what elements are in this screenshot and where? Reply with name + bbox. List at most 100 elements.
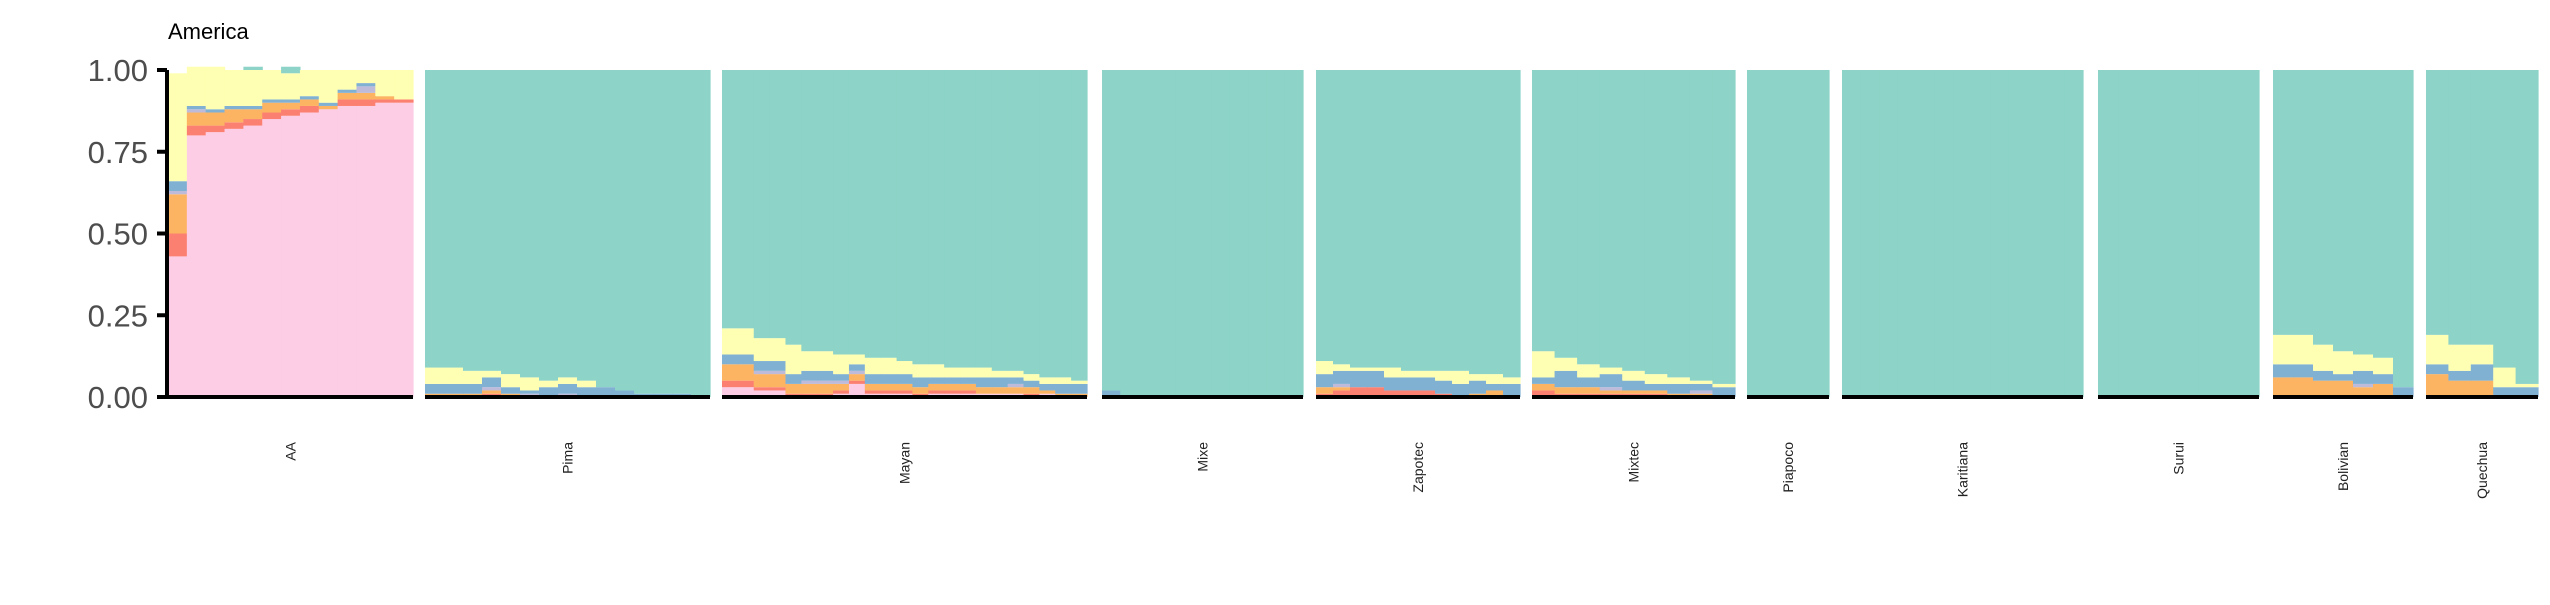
bar-segment xyxy=(1316,387,1334,394)
bar-segment xyxy=(896,390,914,394)
bar-segment xyxy=(1577,364,1601,378)
bar-segment xyxy=(205,132,226,397)
bar-segment xyxy=(960,367,977,378)
bar-segment xyxy=(337,99,358,106)
bar-segment xyxy=(539,70,559,381)
bar-segment xyxy=(262,119,282,398)
bar-segment xyxy=(558,377,578,384)
bar-segment xyxy=(1916,70,1936,397)
bar-segment xyxy=(2470,364,2494,381)
bar-segment xyxy=(848,374,866,381)
bar-segment xyxy=(2426,374,2449,397)
bar-segment xyxy=(1486,374,1504,384)
bar-segment xyxy=(1667,377,1691,384)
bar-segment xyxy=(186,135,207,397)
bar-segment xyxy=(2353,354,2374,371)
bar-segment xyxy=(375,99,395,103)
bar-segment xyxy=(2118,70,2139,397)
bar-segment xyxy=(2138,70,2159,397)
bar-segment xyxy=(1577,387,1601,394)
bar-segment xyxy=(817,380,834,384)
bar-segment xyxy=(168,256,188,397)
bar-segment xyxy=(1102,70,1121,391)
bar-segment xyxy=(2333,351,2354,375)
bar-segment xyxy=(991,387,1009,394)
bar-segment xyxy=(1055,70,1072,378)
bar-segment xyxy=(912,364,929,378)
bar-segment xyxy=(769,70,787,339)
panel-karitiana: Karitiana xyxy=(1842,70,2084,497)
bar-segment xyxy=(1554,387,1578,394)
bar-segment xyxy=(944,377,961,384)
bar-segment xyxy=(262,99,282,103)
panels: AA Pima Mayan Mixe Zapotec Mixtec Piapoco Karit… xyxy=(168,66,2539,499)
bar-segment xyxy=(299,112,320,397)
bar-segment xyxy=(1599,390,1623,394)
bar-segment xyxy=(2027,70,2047,397)
bar-segment xyxy=(444,367,464,384)
bar-segment xyxy=(2293,70,2314,335)
bar-segment xyxy=(722,70,739,329)
bar-segment xyxy=(1023,70,1040,375)
bar-segment xyxy=(224,109,244,123)
bar-segment xyxy=(205,112,226,126)
bar-segment xyxy=(1418,390,1436,397)
bar-segment xyxy=(1554,70,1578,358)
bar-segment xyxy=(1953,70,1973,397)
bar-segment xyxy=(1599,374,1623,388)
bar-segment xyxy=(2448,370,2472,381)
bar-segment xyxy=(833,383,850,391)
bar-segment xyxy=(205,109,226,113)
bar-segment xyxy=(753,361,771,371)
bar-segment xyxy=(1435,70,1453,371)
bar-segment xyxy=(186,125,207,136)
bar-segment xyxy=(482,387,502,391)
bar-segment xyxy=(912,377,929,388)
bar-segment xyxy=(1284,70,1304,397)
group-label-piapoco: Piapoco xyxy=(1780,442,1796,493)
bar-segment xyxy=(2178,70,2200,397)
bar-segment xyxy=(281,115,301,397)
bar-segment xyxy=(205,125,226,133)
bar-segment xyxy=(1007,383,1025,388)
bar-segment xyxy=(1503,70,1521,378)
bar-segment xyxy=(1211,70,1231,397)
bar-segment xyxy=(753,374,771,388)
bar-segment xyxy=(356,92,376,100)
bar-segment xyxy=(2470,380,2494,397)
bar-segment xyxy=(1879,70,1899,397)
bar-segment xyxy=(801,380,818,384)
bar-segment xyxy=(1055,383,1072,394)
bar-segment xyxy=(615,390,635,397)
bar-segment xyxy=(375,96,395,100)
bar-segment xyxy=(2353,70,2374,355)
bar-segment xyxy=(1384,70,1402,368)
bar-segment xyxy=(1934,70,1954,397)
bar-segment xyxy=(1644,390,1668,394)
panel-surui: Surui xyxy=(2098,70,2260,475)
bar-segment xyxy=(539,380,559,388)
group-label-mayan: Mayan xyxy=(897,442,913,484)
bar-segment xyxy=(833,70,850,355)
bar-segment xyxy=(1435,380,1453,394)
bar-segment xyxy=(1644,70,1668,375)
bar-segment xyxy=(975,377,993,388)
bar-segment xyxy=(356,99,376,106)
bar-segment xyxy=(848,354,866,365)
bar-segment xyxy=(1622,70,1646,371)
bar-segment xyxy=(262,102,282,113)
bar-segment xyxy=(1532,390,1556,397)
bar-segment xyxy=(864,390,882,394)
bar-segment xyxy=(2448,70,2472,345)
bar-segment xyxy=(2158,70,2180,397)
bar-segment xyxy=(785,374,802,384)
group-label-surui: Surui xyxy=(2171,442,2187,475)
bar-segment xyxy=(299,70,320,97)
bar-segment xyxy=(2238,70,2260,397)
bar-segment xyxy=(1842,70,1862,397)
bar-segment xyxy=(375,70,395,97)
bar-segment xyxy=(817,370,834,381)
bar-segment xyxy=(896,70,914,362)
y-tick-label: 0.25 xyxy=(88,298,148,333)
